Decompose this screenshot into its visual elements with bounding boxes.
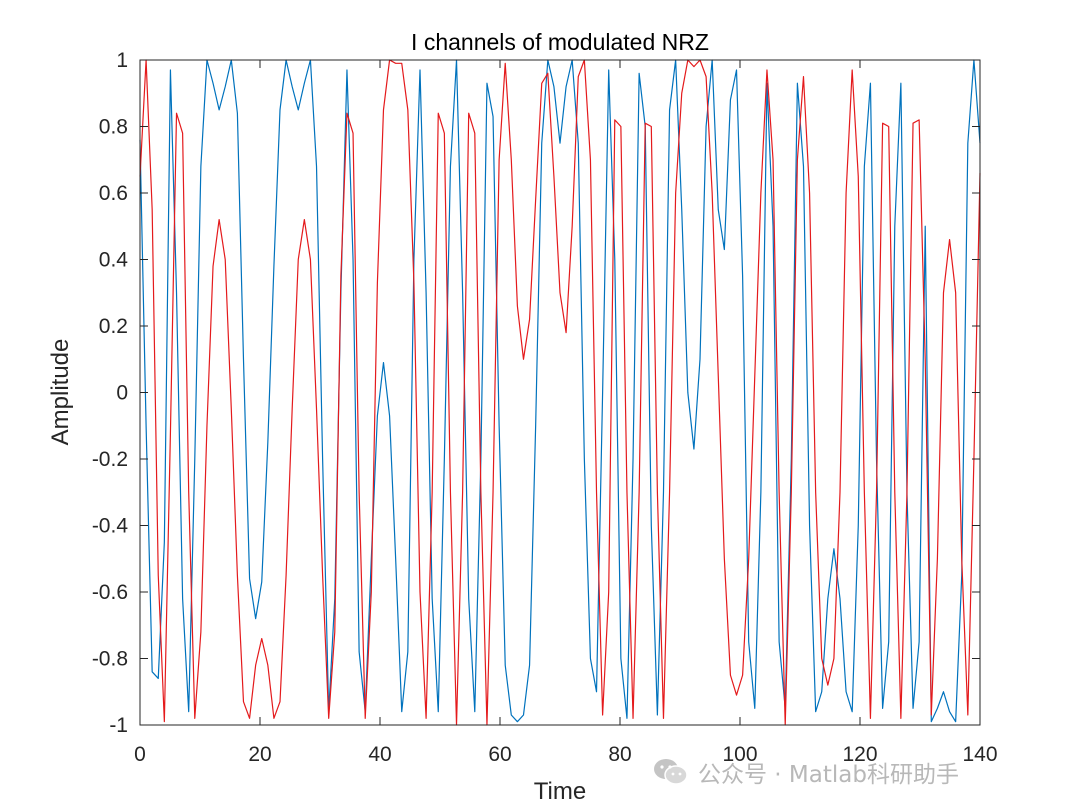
watermark: 公众号 · Matlab科研助手 — [652, 752, 959, 792]
x-tick-label: 0 — [134, 743, 146, 766]
y-tick-label: -0.4 — [92, 515, 129, 538]
x-tick-label: 20 — [248, 743, 271, 766]
y-tick-label: 0.8 — [99, 116, 128, 139]
wechat-icon — [654, 759, 688, 785]
x-axis-ticks: 0 20 40 60 80 100 120 140 — [134, 60, 998, 766]
y-axis-ticks: -1 -0.8 -0.6 -0.4 -0.2 0 0.2 0.4 0.6 0.8 1 — [92, 49, 980, 737]
x-tick-label: 120 — [842, 743, 877, 766]
series-line-1 — [139, 59, 981, 723]
series-layer — [139, 59, 981, 726]
y-tick-label: 1 — [116, 49, 128, 72]
chart-title: I channels of modulated NRZ — [411, 29, 709, 55]
y-tick-label: -0.8 — [92, 648, 128, 671]
x-tick-label: 60 — [488, 743, 511, 766]
y-tick-label: 0.4 — [99, 249, 129, 272]
y-tick-label: -1 — [109, 714, 128, 737]
plot-background — [140, 60, 980, 725]
x-tick-label: 140 — [962, 743, 997, 766]
x-tick-label: 40 — [368, 743, 391, 766]
series-line-2 — [139, 59, 981, 726]
y-axis-label: Amplitude — [47, 339, 74, 446]
y-tick-label: 0.6 — [99, 182, 128, 205]
y-tick-label: 0 — [116, 382, 128, 405]
x-tick-label: 100 — [722, 743, 757, 766]
x-tick-label: 80 — [608, 743, 631, 766]
x-axis-label: Time — [534, 778, 586, 805]
y-tick-label: 0.2 — [99, 315, 128, 338]
y-tick-label: -0.2 — [92, 448, 128, 471]
y-tick-label: -0.6 — [92, 581, 128, 604]
watermark-text: 公众号 · Matlab科研助手 — [698, 762, 959, 788]
